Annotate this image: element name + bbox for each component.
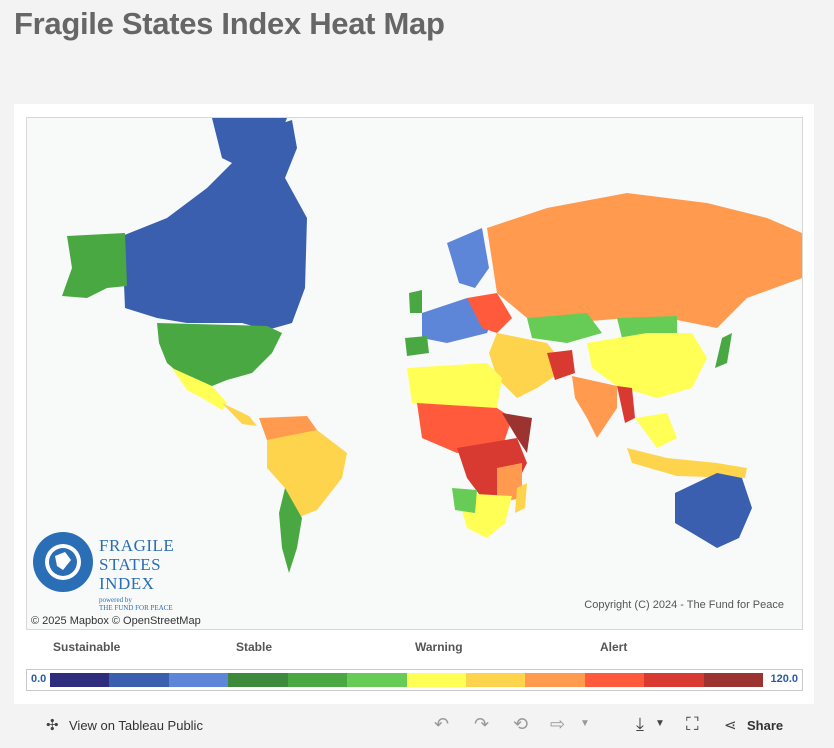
region-russia: [487, 193, 802, 328]
map-canvas: [62, 118, 802, 573]
region-eastern-europe: [467, 293, 512, 333]
legend-swatch-10[interactable]: [644, 673, 704, 687]
legend-swatch-4[interactable]: [287, 673, 348, 687]
legend-label-warning: Warning: [415, 640, 463, 654]
tableau-logo-icon: ✣: [46, 717, 59, 734]
region-kazakhstan: [527, 313, 602, 343]
share-icon[interactable]: ⋖: [724, 717, 737, 734]
region-madagascar: [515, 483, 527, 513]
region-north-africa: [407, 363, 502, 413]
legend-min: 0.0: [31, 673, 47, 685]
map-copyright: Copyright (C) 2024 - The Fund for Peace: [584, 599, 784, 611]
region-southern-africa-green: [452, 488, 477, 513]
legend-max: 120.0: [770, 673, 798, 685]
revert-icon[interactable]: ⟲: [513, 714, 529, 734]
region-myanmar: [617, 386, 635, 423]
region-india: [572, 376, 617, 438]
legend-swatch-3[interactable]: [228, 673, 288, 687]
legend-swatch-6[interactable]: [406, 673, 466, 687]
color-legend: 0.0 120.0: [26, 669, 803, 691]
legend-label-alert: Alert: [600, 640, 628, 654]
legend-swatch-7[interactable]: [465, 673, 526, 687]
legend-swatch-9[interactable]: [584, 673, 645, 687]
download-dropdown-icon[interactable]: ▼: [655, 718, 665, 729]
region-argentina: [279, 488, 302, 573]
tableau-toolbar: ✣ View on Tableau Public ↶ ↷ ⟲ ⇨ ▼ ⤓ ▼ ⛶…: [0, 704, 834, 748]
legend-swatch-8[interactable]: [525, 673, 585, 687]
region-greenland: [212, 118, 287, 168]
share-button[interactable]: Share: [747, 718, 784, 733]
map-attribution[interactable]: © 2025 Mapbox © OpenStreetMap: [31, 615, 201, 627]
logo-line-3: INDEX: [99, 574, 155, 593]
region-horn-of-africa: [502, 413, 532, 453]
gear-globe-icon: [33, 532, 93, 592]
region-china: [587, 333, 707, 398]
region-canada: [122, 120, 307, 330]
region-australia: [675, 473, 752, 548]
legend-swatch-1[interactable]: [109, 673, 169, 687]
legend-swatch-2[interactable]: [168, 673, 229, 687]
region-uk: [409, 290, 422, 313]
region-iberia: [405, 336, 429, 356]
logo-org: THE FUND FOR PEACE: [99, 604, 173, 612]
region-indonesia: [627, 448, 747, 478]
region-japan: [715, 333, 732, 368]
redo-icon[interactable]: ↷: [474, 714, 490, 734]
logo-line-2: STATES: [99, 555, 162, 574]
legend-label-sustainable: Sustainable: [53, 640, 121, 654]
legend-label-stable: Stable: [236, 640, 273, 654]
world-heat-map[interactable]: FRAGILE STATES INDEX powered by THE FUND…: [26, 117, 803, 630]
download-icon[interactable]: ⤓: [636, 714, 644, 734]
region-scandinavia: [447, 228, 489, 288]
region-east-africa: [497, 463, 522, 503]
logo-line-1: FRAGILE: [99, 536, 175, 555]
undo-icon[interactable]: ↶: [434, 714, 450, 734]
legend-labels: Sustainable Stable Warning Alert: [14, 640, 814, 660]
legend-swatch-11[interactable]: [703, 673, 764, 687]
page-title: Fragile States Index Heat Map: [14, 6, 445, 41]
fsi-logo: FRAGILE STATES INDEX powered by THE FUND…: [31, 530, 181, 612]
region-usa: [157, 323, 282, 388]
refresh-icon[interactable]: ⇨: [550, 714, 566, 734]
view-on-tableau-link[interactable]: View on Tableau Public: [69, 718, 203, 733]
region-afghanistan: [547, 350, 575, 380]
region-mongolia: [617, 316, 677, 338]
region-brazil: [267, 430, 347, 518]
legend-swatches: [50, 673, 764, 687]
legend-swatch-5[interactable]: [347, 673, 407, 687]
region-mexico: [172, 368, 227, 410]
refresh-dropdown-icon[interactable]: ▼: [580, 718, 590, 729]
region-sahel: [417, 403, 512, 453]
region-central-america: [222, 403, 257, 426]
region-alaska: [62, 233, 127, 298]
legend-swatch-0[interactable]: [50, 673, 110, 687]
fullscreen-icon[interactable]: ⛶: [686, 714, 699, 734]
region-southeast-asia: [635, 413, 677, 448]
region-middle-east: [489, 333, 567, 398]
logo-powered-by: powered by: [99, 596, 132, 604]
visualization-card: FRAGILE STATES INDEX powered by THE FUND…: [14, 104, 814, 704]
